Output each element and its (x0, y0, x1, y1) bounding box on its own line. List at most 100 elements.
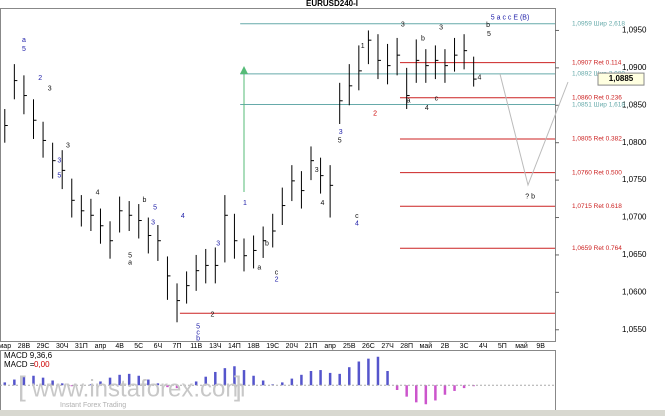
wave-label: b (421, 36, 425, 43)
watermark: www.instaforex.com (31, 375, 245, 402)
watermark-bracket: ] (234, 370, 242, 401)
y-tick-label: 1,0650 (622, 250, 647, 259)
wave-label: 5 (22, 46, 26, 53)
x-tick-label: 29С (37, 343, 50, 350)
x-tick-label: 26С (362, 343, 375, 350)
wave-label: 4 (477, 74, 481, 81)
watermark-tagline: Instant Forex Trading (60, 402, 126, 409)
x-tick-label: 11В (190, 343, 202, 350)
wave-label: b (486, 22, 490, 29)
x-tick-label: 31П (75, 343, 88, 350)
wave-label: c (275, 270, 279, 277)
wave-label: b (143, 197, 147, 204)
arrow-head (240, 66, 248, 74)
x-tick-label: 9В (536, 343, 545, 350)
wave-label: 1 (243, 200, 247, 207)
wave-label: 1 (361, 43, 365, 50)
wave-label: 3 (66, 143, 70, 150)
wave-label: 4 (425, 105, 429, 112)
wave-label: a (22, 37, 26, 44)
x-tick-label: май (420, 342, 433, 350)
watermark-bracket: [ (18, 370, 26, 401)
wave-label: 3 (151, 220, 155, 227)
wave-label: 2 (38, 75, 42, 82)
x-tick-label: апр (324, 343, 336, 350)
macd-title: MACD 9,36,6 (4, 351, 53, 360)
level-label: 1,0760 Ret 0.500 (572, 169, 622, 176)
x-tick-label: мар (0, 343, 11, 350)
wave-label: a (128, 259, 132, 266)
x-tick-label: 4В (115, 343, 124, 350)
wave-label: a (257, 265, 261, 272)
wave-label: 2 (210, 312, 214, 319)
wave-label: ? b (525, 193, 535, 200)
projection-path (499, 73, 569, 187)
level-label: 1,0851 Шир 1,618 (572, 101, 625, 108)
x-tick-label: 28В (18, 343, 31, 350)
plot-frame (0, 8, 556, 342)
x-tick-label: 5П (498, 343, 507, 350)
level-label: 1,0805 Ret 0.382 (572, 136, 622, 143)
x-tick-label: 27Ч (381, 343, 394, 350)
wave-label: 2 (275, 276, 279, 283)
y-tick-label: 1,0800 (622, 138, 647, 147)
x-tick-label: 2В (441, 343, 450, 350)
y-tick-label: 1,0550 (622, 325, 647, 334)
wave-label: 5 (128, 253, 132, 260)
y-tick-label: 1,0900 (622, 63, 647, 72)
wave-label: 4 (181, 213, 185, 220)
wave-label: 3 (315, 167, 319, 174)
level-label: 1,0659 Ret 0.764 (572, 245, 622, 252)
x-tick-label: май (515, 342, 528, 350)
wave-label: 3 (57, 157, 61, 164)
y-tick-label: 1,0700 (622, 213, 647, 222)
level-label: 1,0907 Ret 0.114 (572, 59, 622, 66)
x-tick-label: 5С (134, 343, 143, 350)
y-tick-label: 1,0950 (622, 26, 647, 35)
wave-label: 5 (196, 324, 200, 331)
wave-label: 5 a c c E (B) (491, 15, 530, 22)
x-tick-label: 6Ч (154, 343, 163, 350)
x-tick-label: 19С (266, 343, 279, 350)
x-tick-label: 13Ч (209, 343, 222, 350)
wave-label: 3 (48, 86, 52, 93)
last-price-box (597, 72, 645, 86)
y-tick-label: 1,0850 (622, 100, 647, 109)
chart-title: EURUSD240-I (306, 0, 358, 8)
last-price-label: 1,0885 (609, 74, 634, 83)
wave-label: a (407, 98, 411, 105)
x-tick-label: 14П (228, 343, 241, 350)
wave-label: c (435, 95, 439, 102)
x-tick-label: 18В (247, 343, 260, 350)
wave-label: 3 (401, 21, 405, 28)
x-tick-label: 3С (460, 343, 469, 350)
level-label: 1,0959 Шир 2,618 (572, 20, 625, 27)
macd-readout: 0,00 (34, 360, 50, 369)
x-tick-label: 7П (173, 343, 182, 350)
wave-label: b (265, 241, 269, 248)
x-tick-label: 4Ч (479, 343, 488, 350)
x-tick-label: 21П (305, 343, 318, 350)
x-tick-label: 20Ч (286, 343, 299, 350)
wave-label: 2 (373, 110, 377, 117)
wave-label: 4 (355, 220, 359, 227)
level-label: 1,0715 Ret 0.618 (572, 203, 622, 210)
wave-label: 4 (321, 200, 325, 207)
level-label: 1,0860 Ret 0.236 (572, 95, 622, 102)
plot-layer: 1,05501,06001,06501,07001,07501,08001,08… (0, 15, 647, 405)
wave-label: 5 (57, 172, 61, 179)
x-tick-label: 30Ч (56, 343, 69, 350)
wave-label: c (355, 213, 359, 220)
macd-readout-name: MACD = (4, 360, 35, 369)
wave-label: 3 (216, 241, 220, 248)
wave-label: 5 (487, 31, 491, 38)
x-tick-label: апр (95, 343, 107, 350)
wave-label: 3 (439, 24, 443, 31)
wave-label: c (196, 330, 200, 337)
wave-label: 3 (339, 129, 343, 136)
x-tick-label: 25В (343, 343, 356, 350)
y-tick-label: 1,0600 (622, 287, 647, 296)
wave-label: 4 (96, 190, 100, 197)
